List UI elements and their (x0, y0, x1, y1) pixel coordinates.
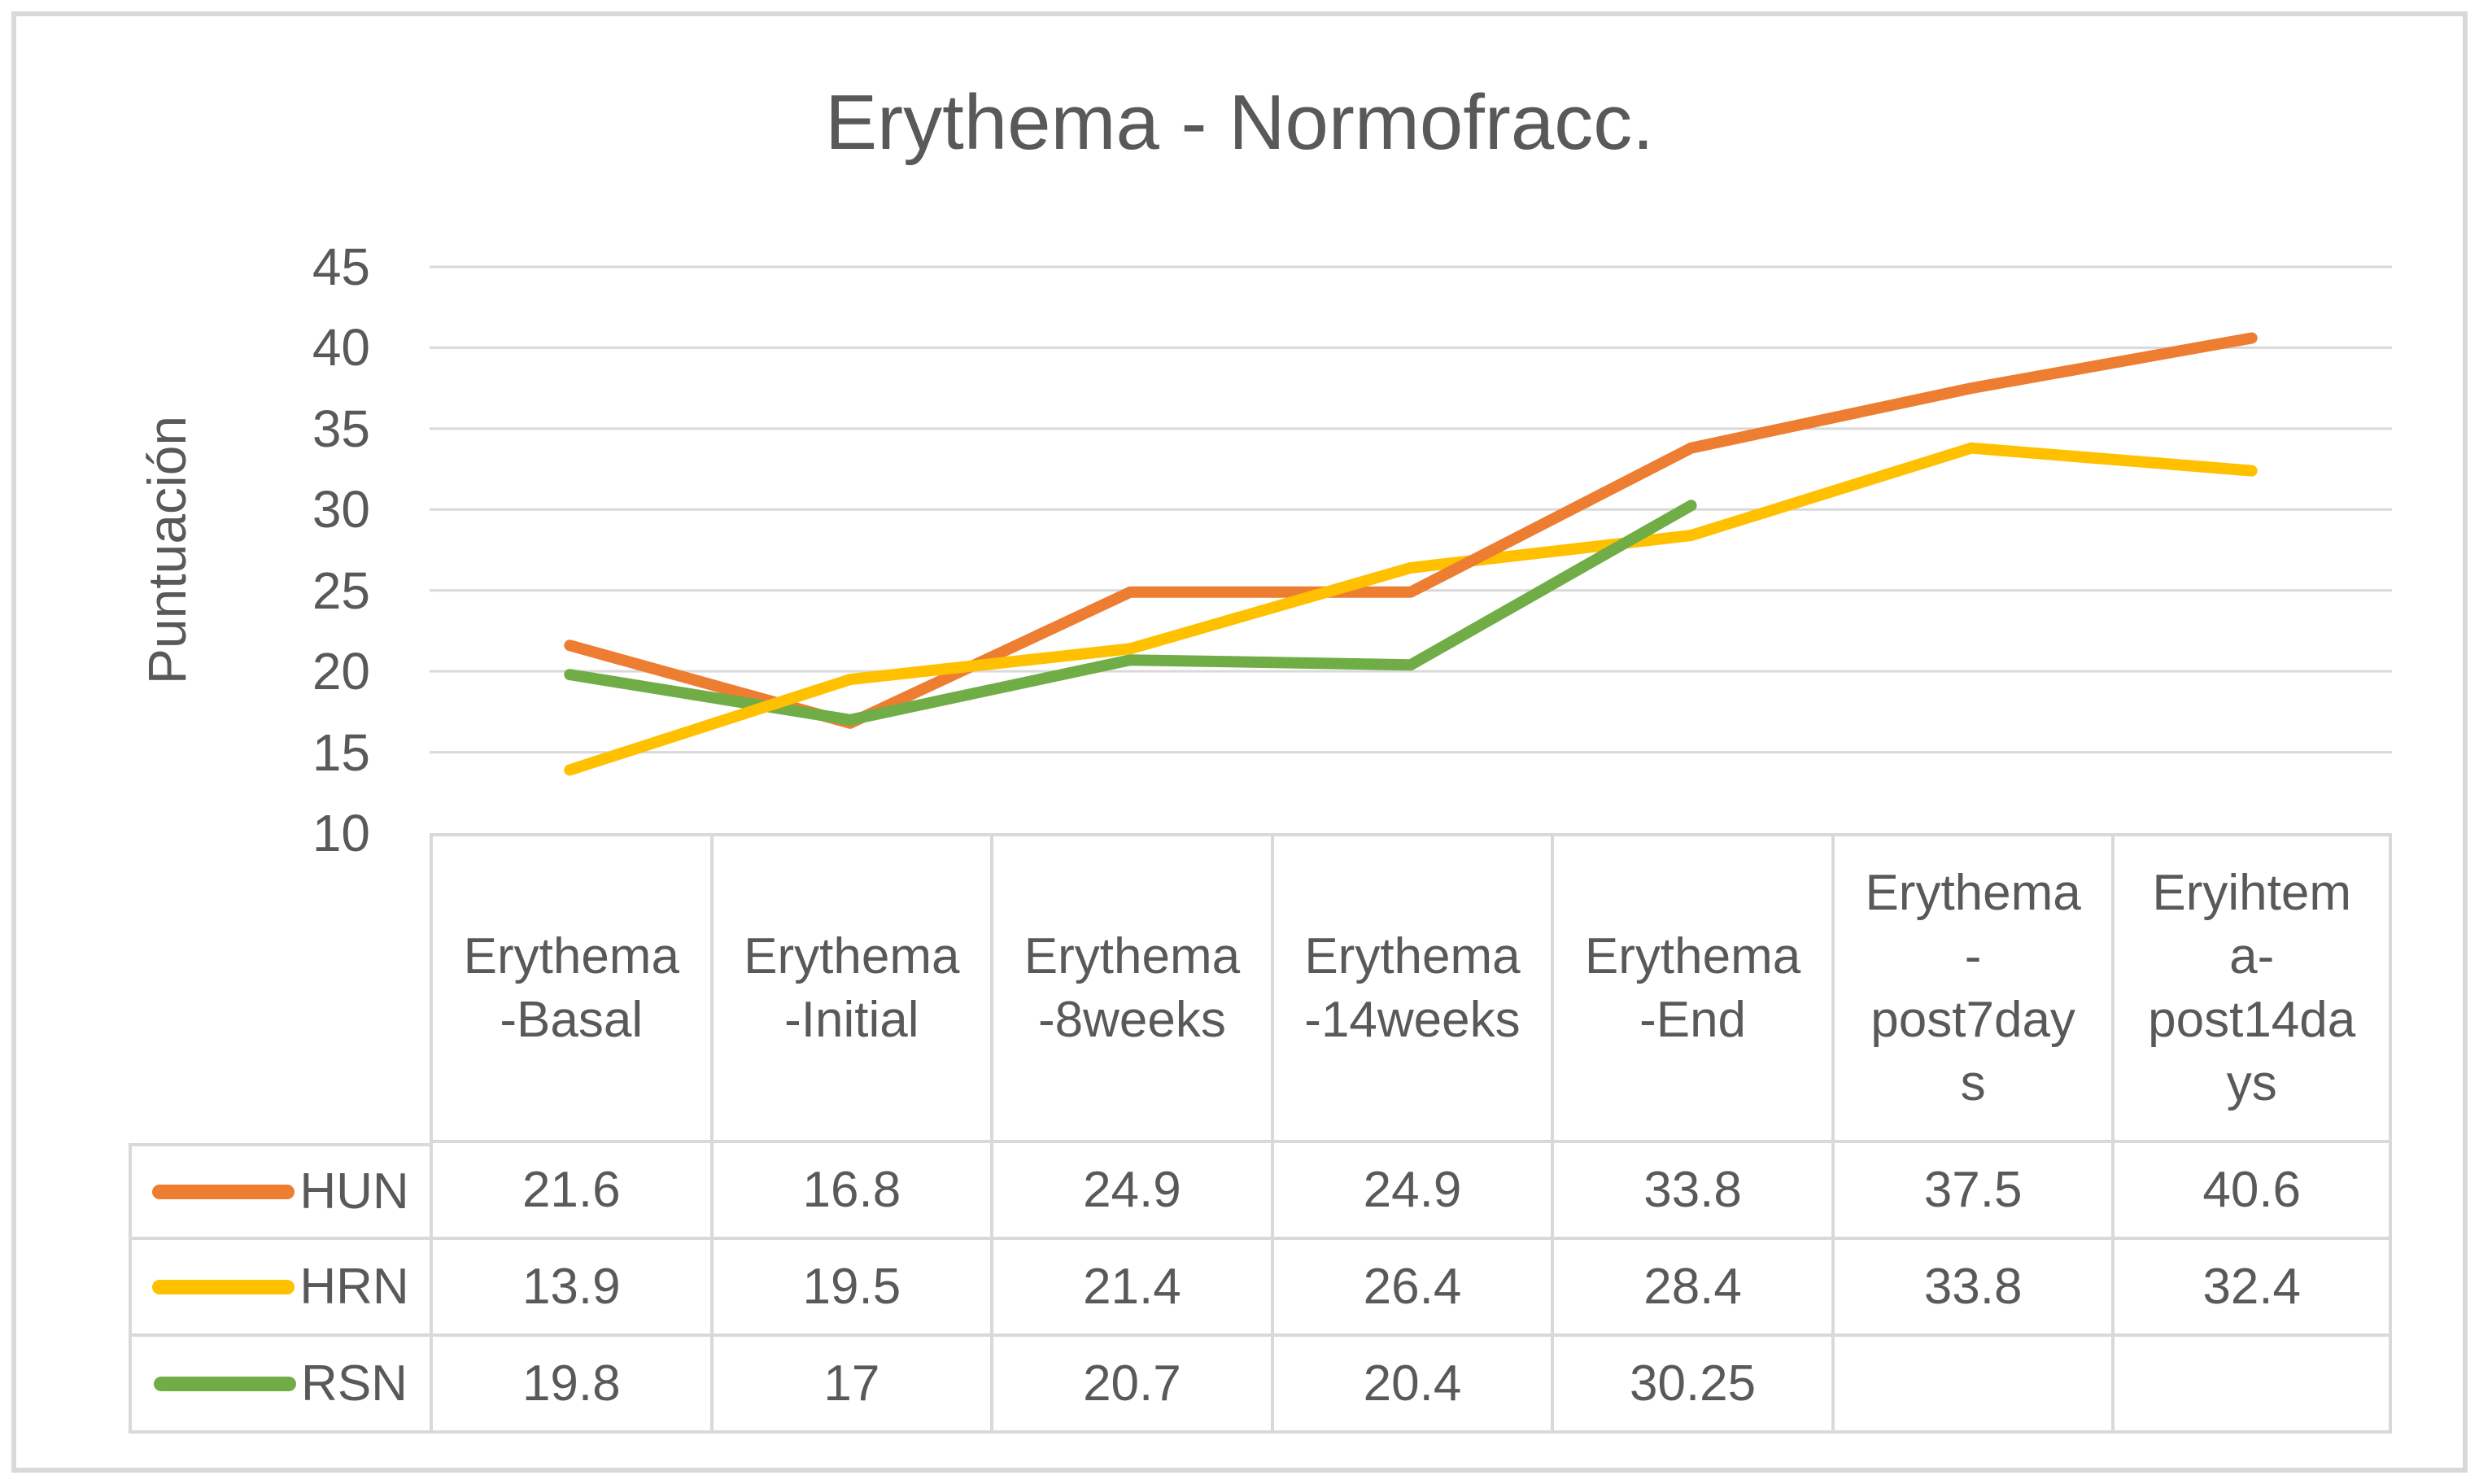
y-tick-label: 40 (312, 318, 370, 378)
table-header-cell: Erythema -Basal (430, 833, 710, 1143)
legend-key-swatch-hun (152, 1184, 295, 1199)
table-value-cell: 20.4 (1270, 1337, 1552, 1434)
legend-cell-hrn: HRN (129, 1240, 430, 1337)
legend-label: HRN (299, 1259, 409, 1315)
table-value-cell: 17 (709, 1337, 991, 1434)
table-header-label: Erythema -14weeks (1304, 928, 1521, 1048)
table-header-cell: Eryihtem a- post14da ys (2111, 833, 2392, 1143)
table-value-cell: 32.4 (2111, 1240, 2392, 1337)
table-value-cell: 19.8 (430, 1337, 710, 1434)
y-tick-label: 35 (312, 399, 370, 458)
chart-outer-border (11, 11, 2468, 1473)
legend-label: HUN (299, 1163, 409, 1220)
y-tick-label: 25 (312, 561, 370, 620)
table-header-label: Erythema - post7day s (1865, 864, 2081, 1111)
series-line-hrn-left (564, 561, 1416, 776)
table-header-label: Erythema -End (1584, 928, 1801, 1048)
table-value-cell (2111, 1337, 2392, 1434)
y-tick-label: 45 (312, 238, 370, 296)
table-value-cell: 19.5 (709, 1240, 991, 1337)
legend-cell-rsn: RSN (129, 1337, 430, 1434)
y-tick-label: 30 (312, 480, 370, 539)
legend-key-swatch-rsn (154, 1376, 297, 1391)
series-line-hrn-right (1405, 442, 2258, 574)
table-header-cell: Erythema -8weeks (990, 833, 1271, 1143)
table-header-label: Erythema -Initial (744, 928, 960, 1048)
table-header-cell: Erythema -14weeks (1270, 833, 1552, 1143)
table-header-cell: Erythema -Initial (709, 833, 991, 1143)
table-value-cell (1831, 1337, 2112, 1434)
table-value-cell: 30.25 (1551, 1337, 1831, 1434)
table-value-cell: 28.4 (1551, 1240, 1831, 1337)
legend-label: RSN (301, 1355, 408, 1412)
chart-title: Erythema - Normofracc. (825, 79, 1654, 166)
y-tick-label: 15 (312, 722, 370, 782)
table-value-cell: 20.7 (990, 1337, 1271, 1434)
table-value-cell: 21.6 (430, 1143, 710, 1240)
table-value-cell: 33.8 (1551, 1143, 1831, 1240)
legend-key-swatch-hrn (152, 1279, 295, 1294)
table-value-cell: 16.8 (709, 1143, 991, 1240)
table-value-cell: 21.4 (990, 1240, 1271, 1337)
table-value-cell: 40.6 (2111, 1143, 2392, 1240)
table-value-cell: 13.9 (430, 1240, 710, 1337)
table-value-cell: 24.9 (1270, 1143, 1552, 1240)
table-header-cell: Erythema -End (1551, 833, 1831, 1143)
table-value-cell: 33.8 (1831, 1240, 2112, 1337)
table-value-cell: 37.5 (1831, 1143, 2112, 1240)
y-tick-label: 10 (312, 804, 370, 862)
table-value-cell: 26.4 (1270, 1240, 1552, 1337)
table-header-cell: Erythema - post7day s (1831, 833, 2112, 1143)
table-value-cell: 24.9 (990, 1143, 1271, 1240)
legend-cell-hun: HUN (129, 1143, 430, 1240)
table-header-label: Eryihtem a- post14da ys (2148, 864, 2356, 1111)
y-tick-label: 20 (312, 642, 370, 701)
table-header-label: Erythema -8weeks (1023, 928, 1241, 1048)
table-header-label: Erythema -Basal (463, 928, 679, 1048)
